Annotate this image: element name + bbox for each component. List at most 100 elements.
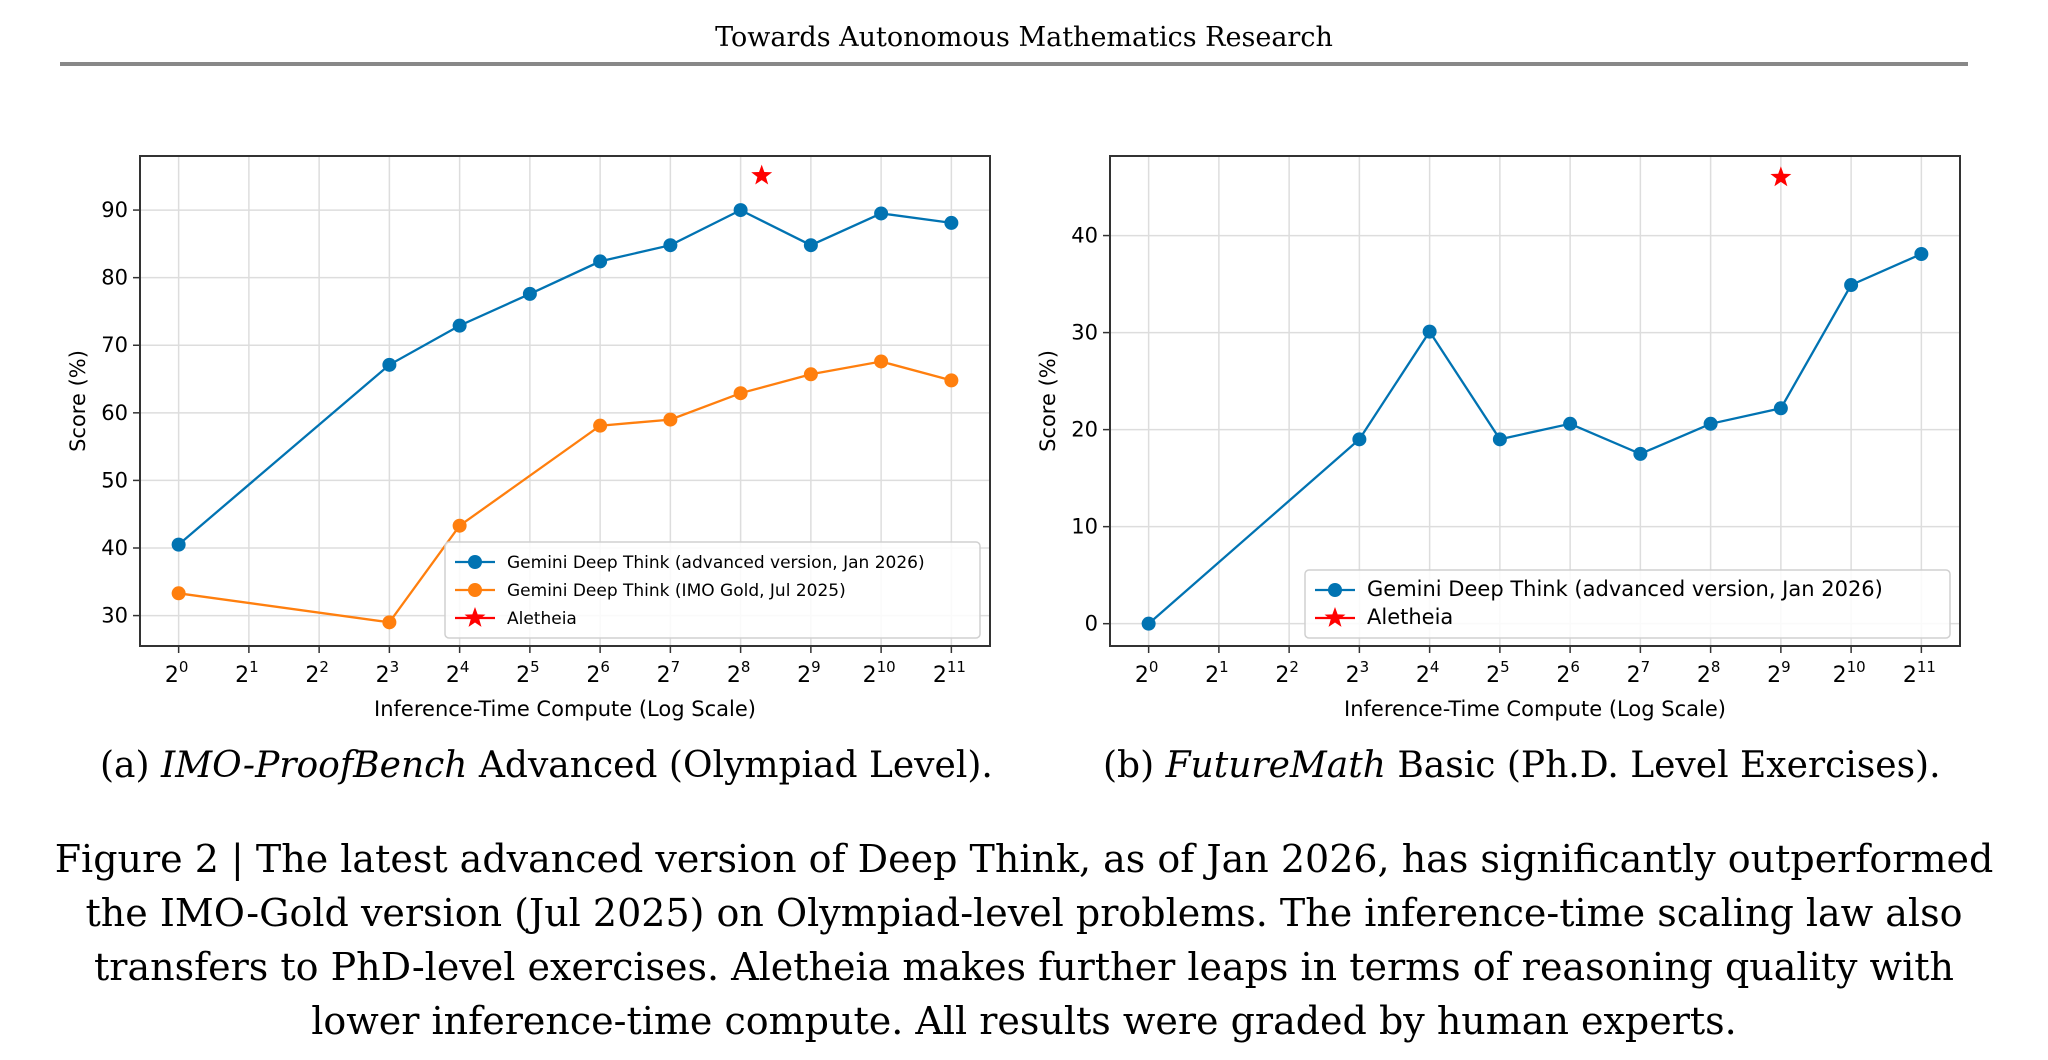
x-tick-label: 210: [863, 658, 896, 688]
data-point: [1703, 416, 1718, 431]
x-tick-label: 28: [1697, 658, 1721, 688]
legend: Gemini Deep Think (advanced version, Jan…: [444, 541, 981, 639]
data-point: [663, 238, 678, 253]
x-axis-label: Inference-Time Compute (Log Scale): [374, 697, 756, 721]
legend-item: Gemini Deep Think (advanced version, Jan…: [455, 553, 925, 573]
y-axis-label: Score (%): [66, 350, 90, 452]
data-point: [944, 215, 959, 230]
x-tick-label: 22: [1275, 658, 1299, 688]
data-point: [1563, 416, 1578, 431]
series-aletheia: [1770, 166, 1792, 187]
y-tick-label: 60: [101, 401, 128, 425]
y-axis-label: Score (%): [1036, 350, 1060, 452]
y-tick-label: 40: [101, 536, 128, 560]
x-tick-label: 24: [1416, 658, 1440, 688]
data-point: [803, 367, 818, 382]
data-point: [1352, 432, 1367, 447]
legend-item: Aletheia: [455, 607, 577, 629]
data-point: [733, 203, 748, 218]
data-point: [1773, 401, 1788, 416]
running-header: Towards Autonomous Mathematics Research: [715, 22, 1333, 53]
x-axis-label: Inference-Time Compute (Log Scale): [1344, 697, 1726, 721]
data-point: [874, 354, 889, 369]
figure-caption: Figure 2 | The latest advanced version o…: [54, 837, 1994, 1043]
data-point: [522, 286, 537, 301]
legend-box: [1304, 569, 1951, 639]
series-gemini-deep-think-imo-gold-jul-2025-: [171, 354, 959, 630]
legend-item: Gemini Deep Think (IMO Gold, Jul 2025): [455, 581, 846, 601]
data-point: [1422, 324, 1437, 339]
data-point: [1844, 278, 1859, 293]
y-tick-label: 90: [101, 198, 128, 222]
x-tick-label: 26: [1556, 658, 1580, 688]
subcaption-b-benchmark: FutureMath: [1165, 745, 1386, 786]
subcaption-b-prefix: (b): [1103, 745, 1166, 786]
series-aletheia: [751, 164, 773, 185]
x-tick-label: 29: [797, 658, 821, 688]
y-tick-label: 40: [1071, 224, 1098, 248]
legend-label: Gemini Deep Think (IMO Gold, Jul 2025): [507, 581, 846, 601]
data-point: [452, 518, 467, 533]
x-tick-label: 21: [235, 658, 259, 688]
series-line: [177, 208, 952, 546]
series-line: [1147, 252, 1922, 625]
y-tick-label: 80: [101, 266, 128, 290]
subcaption-a: (a) IMO-ProofBench Advanced (Olympiad Le…: [100, 745, 993, 786]
legend-box: [444, 541, 981, 639]
x-tick-label: 27: [657, 658, 681, 688]
data-point: [1633, 446, 1648, 461]
x-tick-label: 20: [1135, 658, 1159, 688]
legend-label: Aletheia: [1367, 605, 1453, 629]
legend-label: Gemini Deep Think (advanced version, Jan…: [507, 553, 925, 573]
x-tick-label: 210: [1833, 658, 1866, 688]
legend-star-icon: [464, 607, 486, 627]
data-point: [1492, 432, 1507, 447]
x-tick-label: 211: [933, 658, 966, 688]
x-tick-label: 23: [376, 658, 400, 688]
data-point: [593, 418, 608, 433]
y-tick-label: 30: [101, 604, 128, 628]
aletheia-star-point: [751, 164, 773, 185]
chart-imo-proofbench: 30 40 50 60 70 80 90 20 21 22 23 24 25 26 27 28 29 210 211…: [66, 155, 991, 721]
x-tick-label: 20: [165, 658, 189, 688]
y-tick-label: 70: [101, 333, 128, 357]
x-tick-label: 211: [1903, 658, 1936, 688]
data-point: [171, 537, 186, 552]
data-point: [382, 357, 397, 372]
legend-marker: [1328, 583, 1342, 597]
legend-star-icon: [1324, 607, 1346, 627]
data-point: [1914, 247, 1929, 261]
series-gemini-deep-think-advanced-version-jan-2026-: [1141, 247, 1929, 631]
subcaption-b: (b) FutureMath Basic (Ph.D. Level Exerci…: [1103, 745, 1941, 786]
data-point: [874, 206, 889, 221]
subcaption-a-benchmark: IMO-ProofBench: [161, 745, 468, 786]
legend-marker: [468, 555, 482, 569]
data-point: [733, 386, 748, 401]
plot-frame: [139, 155, 991, 647]
legend-item: Gemini Deep Think (advanced version, Jan…: [1315, 577, 1883, 601]
x-tick-label: 28: [727, 658, 751, 688]
data-point: [593, 254, 608, 269]
subcaption-a-rest: Advanced (Olympiad Level).: [467, 745, 993, 786]
data-point: [171, 586, 186, 601]
header-rule: [60, 62, 1968, 66]
x-tick-label: 22: [305, 658, 329, 688]
legend-marker: [468, 583, 482, 597]
data-point: [944, 373, 959, 388]
x-tick-label: 26: [586, 658, 610, 688]
y-tick-label: 0: [1085, 612, 1098, 636]
x-tick-label: 27: [1627, 658, 1651, 688]
x-tick-label: 23: [1346, 658, 1370, 688]
x-tick-label: 25: [516, 658, 540, 688]
data-point: [803, 238, 818, 253]
plot-frame: [1109, 155, 1961, 647]
x-tick-label: 29: [1767, 658, 1791, 688]
legend-label: Aletheia: [507, 609, 577, 629]
x-tick-label: 24: [446, 658, 470, 688]
legend-item: Aletheia: [1315, 605, 1453, 629]
data-point: [663, 412, 678, 427]
data-point: [452, 318, 467, 333]
x-tick-label: 21: [1205, 658, 1229, 688]
chart-futuremath: 0 10 20 30 40 20 21 22 23 24 25 26 27 28 29 210 211 Infer…: [1036, 155, 1961, 721]
aletheia-star-point: [1770, 166, 1792, 187]
